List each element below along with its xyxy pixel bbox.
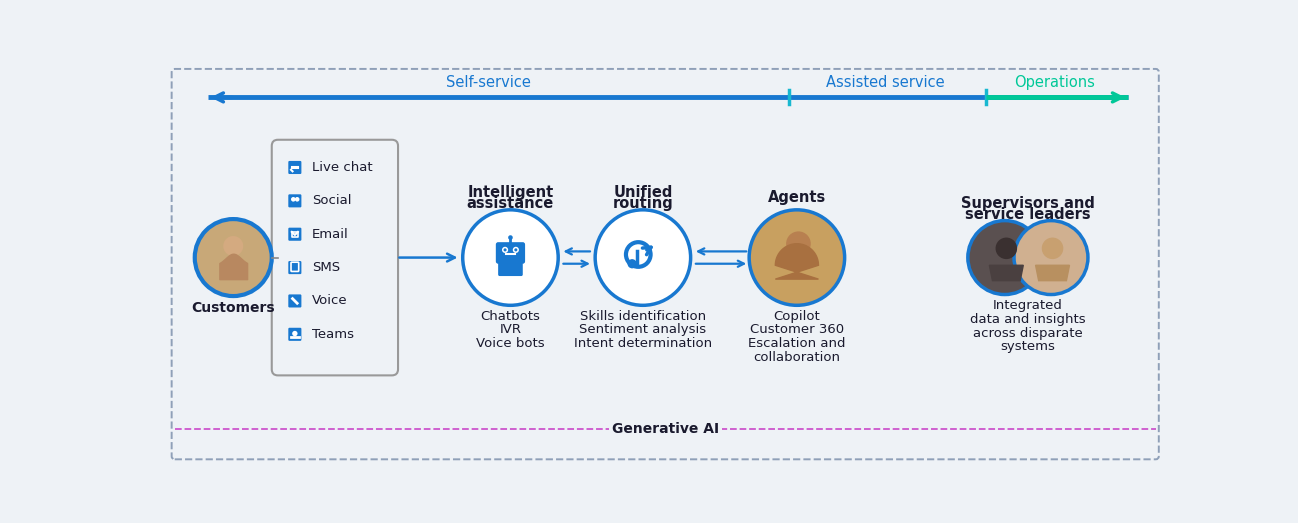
Circle shape <box>513 247 519 253</box>
Text: data and insights: data and insights <box>970 313 1085 326</box>
Text: Intelligent: Intelligent <box>467 185 553 200</box>
FancyBboxPatch shape <box>288 195 301 208</box>
Text: Assisted service: Assisted service <box>826 75 945 90</box>
Text: Integrated: Integrated <box>993 299 1063 312</box>
Text: Customers: Customers <box>191 301 275 315</box>
Circle shape <box>596 210 691 305</box>
FancyBboxPatch shape <box>288 261 301 274</box>
Text: Copilot: Copilot <box>774 310 820 323</box>
Text: Sentiment analysis: Sentiment analysis <box>579 323 706 336</box>
Text: Teams: Teams <box>312 328 354 341</box>
Circle shape <box>508 235 513 240</box>
Circle shape <box>504 248 506 252</box>
FancyBboxPatch shape <box>288 228 301 241</box>
Text: Operations: Operations <box>1015 75 1096 90</box>
Text: Self-service: Self-service <box>447 75 531 90</box>
Text: Voice: Voice <box>312 294 348 308</box>
Text: IVR: IVR <box>500 323 522 336</box>
Text: systems: systems <box>1001 340 1055 354</box>
Text: across disparate: across disparate <box>974 326 1083 339</box>
Circle shape <box>295 197 300 202</box>
Text: Escalation and: Escalation and <box>748 337 845 350</box>
FancyBboxPatch shape <box>171 69 1159 459</box>
Text: Supervisors and: Supervisors and <box>961 196 1094 211</box>
FancyBboxPatch shape <box>271 140 398 376</box>
Text: Generative AI: Generative AI <box>611 422 719 436</box>
Circle shape <box>968 221 1042 294</box>
Text: Skills identification: Skills identification <box>580 310 706 323</box>
Circle shape <box>514 248 518 252</box>
Polygon shape <box>1036 265 1070 281</box>
Circle shape <box>292 331 297 336</box>
Circle shape <box>627 259 637 268</box>
Text: Voice bots: Voice bots <box>476 337 545 350</box>
Text: collaboration: collaboration <box>753 351 840 364</box>
Text: SMS: SMS <box>312 261 340 274</box>
Circle shape <box>1042 237 1063 259</box>
Text: Customer 360: Customer 360 <box>750 323 844 336</box>
Text: Live chat: Live chat <box>312 161 373 174</box>
Circle shape <box>502 247 508 253</box>
Circle shape <box>996 237 1018 259</box>
Text: Social: Social <box>312 195 352 207</box>
Circle shape <box>195 219 271 296</box>
FancyBboxPatch shape <box>496 242 526 264</box>
Circle shape <box>462 210 558 305</box>
Text: routing: routing <box>613 196 674 211</box>
FancyBboxPatch shape <box>498 262 523 276</box>
Circle shape <box>749 210 845 305</box>
Circle shape <box>787 231 811 256</box>
Text: service leaders: service leaders <box>966 207 1090 222</box>
Circle shape <box>223 236 243 256</box>
Circle shape <box>291 197 296 202</box>
Text: Email: Email <box>312 228 349 241</box>
FancyBboxPatch shape <box>288 328 301 341</box>
Text: Intent determination: Intent determination <box>574 337 713 350</box>
Polygon shape <box>989 265 1023 281</box>
Text: assistance: assistance <box>467 196 554 211</box>
Circle shape <box>1014 221 1088 294</box>
Text: Chatbots: Chatbots <box>480 310 540 323</box>
Polygon shape <box>775 244 819 279</box>
FancyBboxPatch shape <box>288 294 301 308</box>
Text: Unified: Unified <box>613 185 672 200</box>
FancyBboxPatch shape <box>288 161 301 174</box>
Text: Agents: Agents <box>768 190 826 205</box>
